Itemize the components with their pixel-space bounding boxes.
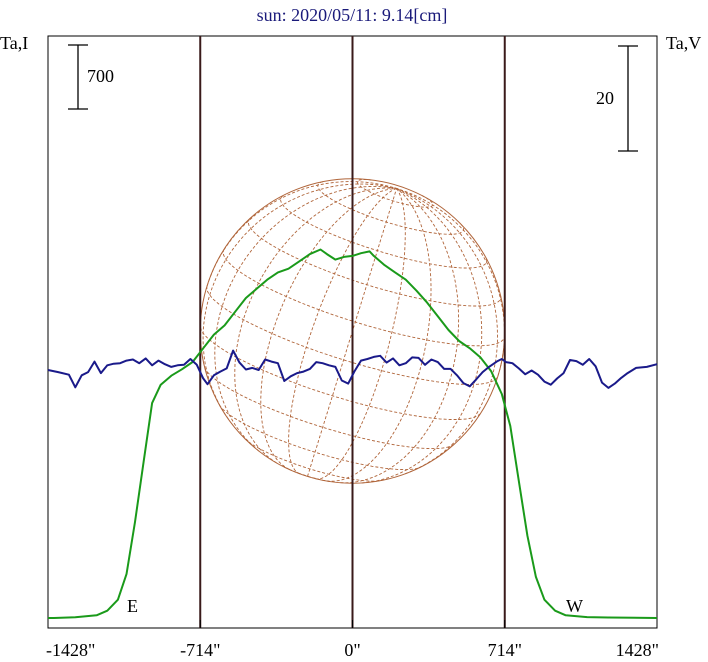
right-scale-bar-label: 20 [596, 88, 614, 108]
longitude-line [396, 187, 505, 377]
longitude-line [234, 187, 397, 464]
longitude-line [361, 187, 483, 484]
x-tick-label: -714" [180, 640, 220, 660]
east-limb-label: E [127, 596, 138, 616]
reference-lines [199, 36, 506, 628]
longitude-line [260, 187, 397, 470]
longitude-line [326, 188, 432, 482]
latitude-line [200, 327, 481, 420]
x-tick-label: -1428" [46, 640, 95, 660]
left-scale-bar [68, 44, 88, 110]
series-layer [47, 248, 658, 619]
latitude-line [356, 179, 434, 208]
longitude-line [340, 188, 460, 484]
right-axis-label: Ta,V [666, 33, 701, 53]
right-scale-bar [618, 45, 638, 152]
longitude-line [202, 183, 397, 420]
left-scale-bar-label: 700 [87, 66, 114, 86]
longitude-line [214, 185, 397, 452]
chart-title: sun: 2020/05/11: 9.14[cm] [257, 5, 448, 25]
longitude-line [288, 187, 397, 475]
left-axis-label: Ta,I [0, 33, 28, 53]
longitude-line [206, 181, 397, 287]
west-limb-label: W [566, 596, 583, 616]
series-line-i [48, 248, 658, 619]
x-axis: -1428" -714" 0" 714" 1428" [46, 620, 659, 660]
series-line-v [47, 349, 658, 389]
x-tick-label: 0" [344, 640, 360, 660]
longitude-line [315, 188, 406, 480]
latitude-line [206, 285, 499, 385]
x-tick-label: 714" [488, 640, 522, 660]
longitude-line [396, 187, 498, 475]
latitude-line [204, 367, 454, 450]
longitude-line [307, 188, 398, 477]
x-tick-label: 1428" [616, 640, 659, 660]
latitude-line [284, 466, 332, 483]
